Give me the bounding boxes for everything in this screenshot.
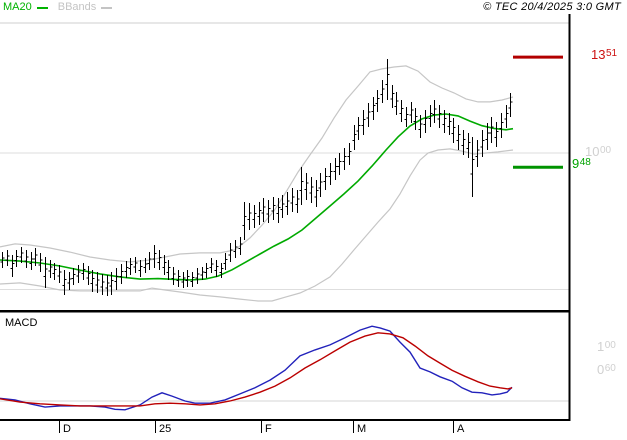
legend-item-ma20[interactable]: MA20 [3,2,48,13]
right-axis-line [568,14,571,421]
copyright-text: © TEC 20/4/2025 3:0 GMT [483,1,621,13]
bbands-line-swatch-icon [101,6,113,9]
macd-axis-label-100: 100 [597,339,616,354]
ma20-line [0,113,514,281]
macd-line [0,325,513,411]
macd-panel-label: MACD [5,317,38,329]
ma20-line-swatch-icon [36,6,48,9]
ohlc-bars [0,59,513,297]
legend-item-bbands[interactable]: BBands [58,2,113,13]
legend-ma20-label: MA20 [3,1,32,13]
bollinger-lower-line [0,148,514,302]
legend-bbands-label: BBands [57,1,97,13]
x-axis-line [0,419,570,421]
bollinger-upper-line [0,65,514,263]
signal-line [0,332,513,407]
resistance-price-label: 1351 [591,47,618,62]
panel-divider [0,310,570,313]
price-axis-label-1000: 1000 [585,144,612,159]
legend: MA20 BBands [3,2,113,13]
support-price-label: 948 [572,156,591,171]
macd-axis-label-060: 060 [597,362,616,377]
